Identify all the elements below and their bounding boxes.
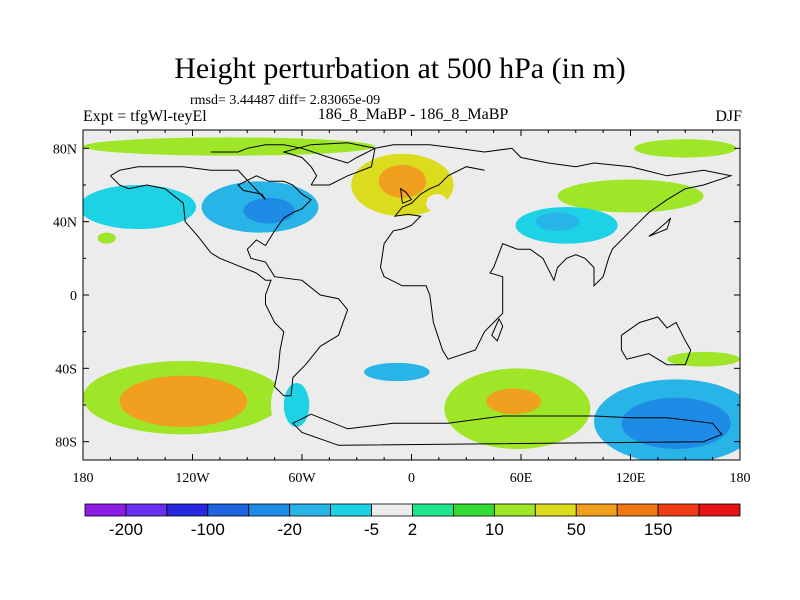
anomaly-contour-25 [667, 351, 740, 367]
anomaly-contour-3 [300, 225, 352, 244]
colorbar-swatch-5 [289, 503, 332, 517]
colorbar: -200 -100 -20 -5 2 10 50 150 [84, 503, 741, 539]
x-tick-label: 60W [288, 471, 316, 486]
colorbar-swatch-8 [412, 503, 454, 517]
colorbar-swatch-15 [698, 503, 741, 517]
colorbar-swatch-0 [84, 503, 127, 517]
colorbar-tick-label: -200 [109, 520, 143, 539]
colorbar-tick-label: 50 [567, 520, 586, 539]
colorbar-tick-label: 2 [408, 520, 417, 539]
y-tick-label: 40S [55, 362, 77, 377]
coastline-2 [281, 142, 376, 186]
colorbar-tick-label: 10 [485, 520, 504, 539]
x-tick-label: 120W [175, 471, 210, 486]
anomaly-contour-9 [426, 194, 448, 213]
anomaly-contour-13 [97, 232, 116, 244]
x-tick-label: 60E [510, 471, 533, 486]
x-tick-label: 180 [73, 471, 94, 486]
anomaly-contour-27 [83, 428, 93, 448]
map-plot-area [83, 130, 740, 460]
anomaly-contour-5 [378, 164, 427, 198]
anomaly-contour-26 [83, 351, 94, 371]
y-tick-label: 40N [53, 216, 77, 231]
run-comparison-label: 186_8_MaBP - 186_8_MaBP [317, 106, 509, 123]
anomaly-contour-2 [243, 197, 295, 224]
colorbar-swatch-10 [493, 503, 536, 517]
anomaly-contour-19 [364, 362, 430, 382]
anomaly-contour-15 [119, 375, 248, 428]
anomaly-contour-11 [535, 212, 580, 231]
colorbar-swatch-6 [330, 503, 372, 517]
anomaly-contour-24 [621, 397, 731, 450]
anomaly-contour-0 [83, 185, 197, 229]
coastline-1 [110, 166, 349, 397]
anomaly-contour-17 [283, 383, 310, 427]
colorbar-tick-label: -100 [191, 520, 225, 539]
x-tick-label: 0 [408, 471, 415, 486]
colorbar-tick-label: -20 [277, 520, 302, 539]
colorbar-swatch-1 [125, 503, 168, 517]
colorbar-swatch-9 [453, 503, 495, 517]
anomaly-contour-28 [528, 326, 551, 338]
coastline-0 [210, 144, 733, 360]
colorbar-swatch-7 [371, 503, 413, 517]
coastline-3 [292, 413, 723, 446]
colorbar-swatch-13 [616, 503, 659, 517]
colorbar-swatch-12 [575, 503, 618, 517]
colorbar-swatch-14 [657, 503, 700, 517]
colorbar-swatch-4 [248, 503, 291, 517]
season-label: DJF [715, 108, 742, 125]
y-tick-label: 80N [53, 142, 77, 157]
coastline-7 [399, 187, 413, 204]
coastline-layer [110, 142, 733, 446]
axes-layer: 180 120W 60W 0 60E 120E 180 80N 40N 0 40S 80S [53, 130, 751, 486]
coastline-6 [648, 217, 672, 237]
coastline-4 [620, 316, 692, 366]
anomaly-fill-layer [83, 137, 740, 460]
x-tick-label: 180 [730, 471, 751, 486]
anomaly-contour-8 [557, 179, 704, 213]
anomaly-contour-7 [634, 139, 737, 158]
anomaly-contour-20 [356, 397, 467, 435]
stats-label: rmsd= 3.44487 diff= 2.83065e-09 [190, 93, 381, 108]
colorbar-swatch-2 [166, 503, 209, 517]
experiment-label: Expt = tfgWl-teyEl [83, 108, 207, 125]
colorbar-tick-label: 150 [644, 520, 672, 539]
chart-title: Height perturbation at 500 hPa (in m) [174, 52, 626, 85]
colorbar-tick-label: -5 [364, 520, 379, 539]
colorbar-swatch-3 [207, 503, 250, 517]
y-tick-label: 80S [55, 436, 77, 451]
anomaly-contour-12 [477, 192, 511, 211]
y-tick-label: 0 [70, 289, 77, 304]
anomaly-contour-22 [486, 388, 542, 415]
x-tick-label: 120E [616, 471, 646, 486]
coastline-5 [491, 318, 504, 342]
colorbar-swatch-11 [534, 503, 577, 517]
anomaly-contour-6 [83, 137, 375, 156]
